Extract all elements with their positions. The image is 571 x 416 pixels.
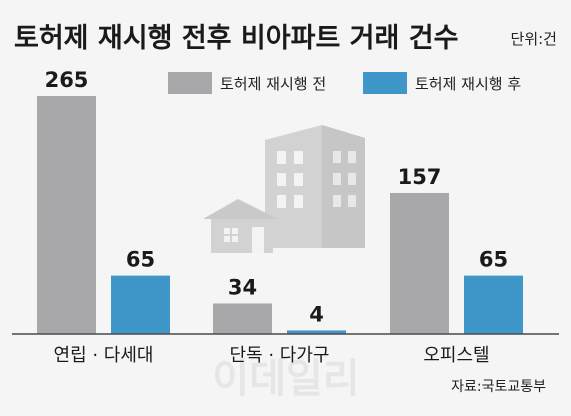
legend-label-before: 토허제 재시행 전 — [220, 75, 326, 93]
bar-officetel-before — [390, 192, 449, 334]
watermark: 이데일리 — [212, 356, 359, 402]
value-label-detached-after: 4 — [309, 302, 324, 326]
legend-label-after: 토허제 재시행 후 — [415, 75, 521, 93]
category-label-villa: 연립 · 다세대 — [54, 345, 154, 366]
legend-swatch-after — [363, 72, 407, 94]
bar-detached-after — [287, 330, 346, 334]
category-label-detached: 단독 · 다가구 — [230, 345, 330, 366]
category-label-officetel: 오피스텔 — [423, 345, 489, 366]
bar-villa-before — [37, 96, 96, 334]
value-label-officetel-before: 157 — [398, 165, 442, 189]
bar-officetel-after — [464, 275, 523, 334]
value-label-officetel-after: 65 — [479, 248, 508, 272]
value-label-villa-after: 65 — [126, 248, 155, 272]
bar-villa-after — [111, 275, 170, 334]
chart-title: 토허제 재시행 전후 비아파트 거래 건수 — [14, 23, 458, 54]
legend: 토허제 재시행 전 토허제 재시행 후 — [168, 72, 521, 94]
unit-label: 단위:건 — [511, 30, 557, 48]
value-label-detached-before: 34 — [228, 275, 257, 299]
bar-detached-before — [213, 303, 272, 334]
source-note: 자료:국토교통부 — [451, 379, 546, 395]
value-label-villa-before: 265 — [45, 68, 89, 92]
bars-group: 265 65 연립 · 다세대 34 4 단독 · 다가구 157 65 오피스텔 — [37, 68, 523, 366]
legend-swatch-before — [168, 72, 212, 94]
buildings-icon — [203, 125, 365, 253]
